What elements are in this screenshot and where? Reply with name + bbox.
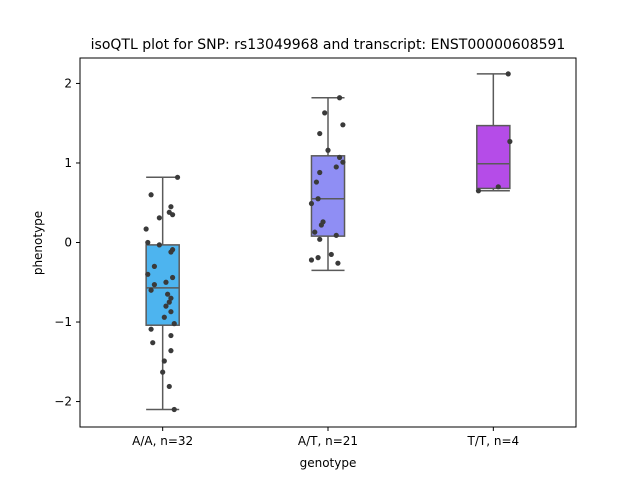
box-group (476, 73, 511, 192)
data-point (340, 159, 346, 165)
data-point (312, 229, 318, 235)
y-tick-label: 2 (64, 76, 72, 90)
data-point (168, 332, 174, 339)
data-point (333, 232, 339, 238)
data-point (171, 321, 177, 327)
data-point (507, 138, 513, 145)
y-tick-label: −2 (54, 395, 72, 409)
iqr-box (310, 155, 346, 237)
data-point (322, 110, 328, 116)
iqr-box (476, 124, 511, 190)
data-point (160, 369, 166, 375)
data-point (165, 291, 171, 297)
x-tick-label: A/A, n=32 (132, 434, 193, 448)
data-point (317, 236, 323, 242)
data-point (168, 348, 174, 354)
data-point (336, 95, 343, 101)
data-point (171, 406, 177, 413)
data-point (169, 274, 176, 281)
data-point (308, 257, 315, 263)
data-point (145, 239, 151, 246)
y-tick-label: −1 (54, 315, 72, 329)
y-tick-label: 0 (64, 236, 72, 250)
data-point (317, 130, 323, 137)
data-point (148, 326, 154, 332)
data-point (318, 222, 324, 228)
x-tick-label: A/T, n=21 (298, 434, 358, 448)
data-point (328, 251, 334, 258)
y-tick-label: 1 (64, 156, 72, 170)
data-point (168, 309, 174, 315)
data-point (336, 154, 343, 161)
data-point (156, 242, 162, 248)
plot-area: −2 −1 0 1 2 A/A, n=32 A/T, n=21 T/T, n=4 (54, 57, 577, 448)
data-point (313, 179, 320, 185)
data-point (333, 164, 339, 170)
data-point (174, 174, 181, 180)
data-point (166, 383, 172, 390)
data-point (335, 260, 341, 266)
data-point (151, 263, 157, 269)
data-point (163, 279, 169, 285)
data-point (505, 71, 511, 77)
data-point (145, 271, 151, 277)
data-point (168, 204, 174, 210)
data-point (163, 303, 169, 309)
chart-title: isoQTL plot for SNP: rs13049968 and tran… (91, 37, 566, 53)
data-point (148, 192, 154, 198)
data-point (143, 226, 149, 232)
iqr-box (145, 244, 180, 326)
data-point (168, 295, 174, 301)
data-point (148, 287, 154, 293)
data-point (161, 358, 167, 364)
data-point (340, 122, 346, 128)
data-point (317, 169, 323, 176)
data-point (150, 340, 156, 346)
data-point (156, 215, 162, 221)
data-point (151, 282, 157, 288)
data-point (169, 212, 176, 218)
y-axis-label: phenotype (31, 211, 45, 275)
data-point (475, 188, 482, 194)
data-point (325, 147, 331, 153)
box-group (310, 97, 346, 272)
data-point (161, 314, 167, 320)
box-group (145, 176, 180, 411)
data-point (315, 196, 321, 202)
data-point (168, 249, 174, 255)
x-axis-label: genotype (300, 456, 357, 470)
data-point (166, 299, 172, 305)
x-tick-label: T/T, n=4 (467, 434, 520, 448)
data-point (315, 255, 321, 261)
data-point (308, 200, 315, 207)
data-point (495, 184, 501, 190)
